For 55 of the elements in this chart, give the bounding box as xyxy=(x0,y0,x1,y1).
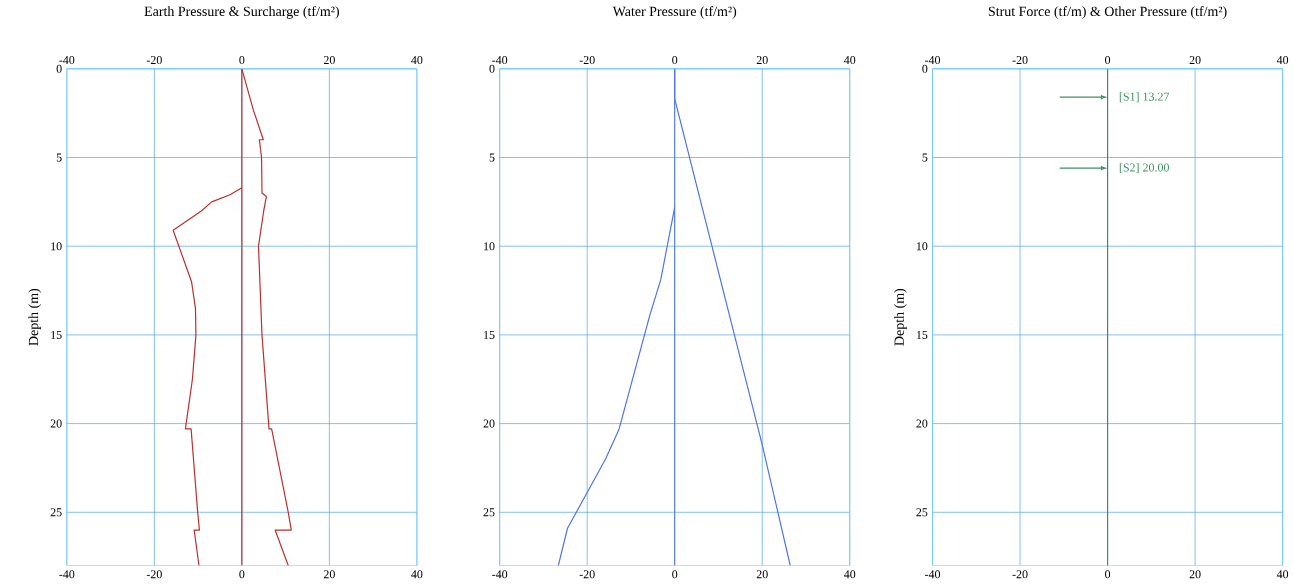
x2-tick-label: -40 xyxy=(59,55,75,64)
x2-tick-label: 40 xyxy=(843,55,856,64)
x-tick-label: 0 xyxy=(1105,569,1111,579)
y-tick-label: 25 xyxy=(50,508,62,517)
x-tick-label: 20 xyxy=(1189,569,1201,579)
x2-tick-label: 40 xyxy=(411,55,423,64)
y-tick-label: 15 xyxy=(916,330,928,339)
x2-tick-label: 20 xyxy=(1189,55,1201,64)
x2-tick-label: 40 xyxy=(1276,55,1289,64)
x2-tick-label: 0 xyxy=(239,55,245,64)
y-tick-label: 25 xyxy=(916,508,928,517)
y-tick-label: 5 xyxy=(922,153,928,162)
y-tick-label: 0 xyxy=(922,64,928,73)
x-tick-label: -40 xyxy=(59,569,75,579)
annotation: [S1] 13.27 xyxy=(1119,92,1170,102)
x2-tick-label: -20 xyxy=(579,55,595,64)
x-tick-label: -20 xyxy=(1012,569,1028,579)
annotation: [S2] 20.00 xyxy=(1119,162,1169,173)
y-tick-label: 10 xyxy=(484,241,495,251)
x2-tick-label: 20 xyxy=(756,55,768,64)
y-tick-label: 15 xyxy=(484,330,495,339)
y-tick-label: 20 xyxy=(916,419,928,428)
y-tick-label: 5 xyxy=(489,153,495,162)
y-tick-label: 20 xyxy=(483,419,495,428)
x-tick-label: 20 xyxy=(756,569,768,579)
x2-tick-label: 0 xyxy=(1105,55,1111,64)
y-tick-label: 10 xyxy=(916,241,928,251)
x-tick-label: 40 xyxy=(411,569,423,579)
x-tick-label: -20 xyxy=(579,569,595,579)
x-tick-label: -40 xyxy=(925,569,941,579)
x-tick-label: -40 xyxy=(492,569,508,579)
x-tick-label: 0 xyxy=(672,569,678,579)
y-tick-label: 5 xyxy=(56,153,62,162)
chart-title: Earth Pressure & Surcharge (tf/m²) xyxy=(144,5,339,19)
x-tick-label: 0 xyxy=(239,569,245,579)
y-tick-label: 0 xyxy=(489,64,495,73)
y-tick-label: 10 xyxy=(51,241,62,251)
y-tick-label: 15 xyxy=(51,330,62,339)
y-tick-label: 20 xyxy=(50,419,62,428)
y-axis-title: Depth (m) xyxy=(28,288,42,346)
x-tick-label: 40 xyxy=(843,569,856,579)
x2-tick-label: -20 xyxy=(146,55,162,64)
x-tick-label: -20 xyxy=(146,569,162,579)
x-tick-label: 20 xyxy=(323,569,335,579)
y-tick-label: 0 xyxy=(56,64,62,73)
chart-title: Strut Force (tf/m) & Other Pressure (tf/m²) xyxy=(988,5,1227,19)
x-tick-label: 40 xyxy=(1276,569,1289,579)
y-axis-title: Depth (m) xyxy=(894,288,907,346)
chart-title: Water Pressure (tf/m²) xyxy=(612,5,737,19)
x2-tick-label: -40 xyxy=(492,55,508,64)
x2-tick-label: -20 xyxy=(1012,55,1028,64)
x2-tick-label: -40 xyxy=(925,55,941,64)
x2-tick-label: 20 xyxy=(323,55,335,64)
x2-tick-label: 0 xyxy=(672,55,678,64)
y-tick-label: 25 xyxy=(483,508,495,517)
